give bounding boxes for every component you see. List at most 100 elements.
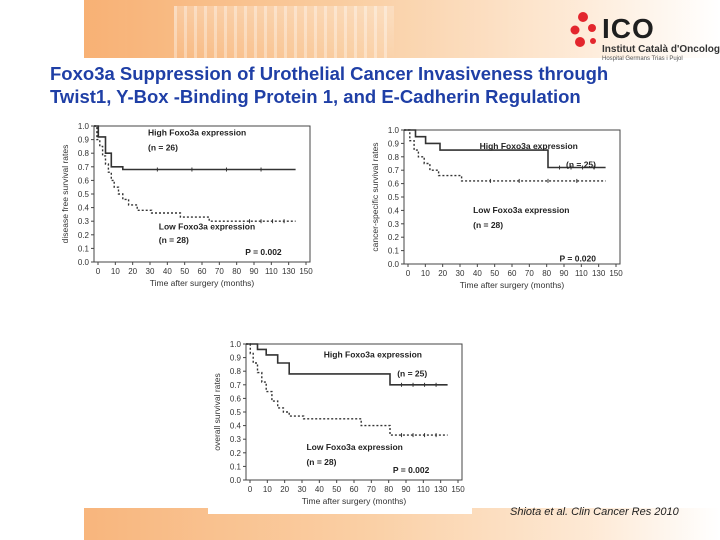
high-series-n: (n = 26) xyxy=(148,142,178,152)
y-tick-label: 0.0 xyxy=(230,476,242,485)
low-series-n: (n = 28) xyxy=(473,220,503,230)
y-axis-label: overall survival rates xyxy=(212,373,222,450)
y-tick-label: 1.0 xyxy=(230,340,242,349)
y-tick-label: 0.5 xyxy=(388,193,400,202)
x-tick-label: 110 xyxy=(417,485,430,494)
y-tick-label: 0.6 xyxy=(388,180,400,189)
high-series-label: High Foxo3a expression xyxy=(324,350,422,360)
x-tick-label: 80 xyxy=(384,485,393,494)
x-tick-label: 70 xyxy=(215,267,224,276)
x-tick-label: 110 xyxy=(265,267,278,276)
low-series-label: Low Foxo3a expression xyxy=(159,221,255,231)
x-tick-label: 80 xyxy=(542,269,551,278)
chart-disease-free-survival: 0.0 0.1 0.2 0.3 0.4 0.5 0.6 0.7 0.8 0.9 1.0 0 10 20 30… xyxy=(56,116,320,302)
y-tick-label: 0.3 xyxy=(78,217,90,226)
y-tick-label: 0.2 xyxy=(230,449,242,458)
y-tick-label: 0.5 xyxy=(78,190,90,199)
x-tick-label: 150 xyxy=(299,267,313,276)
x-tick-label: 60 xyxy=(350,485,359,494)
chart-overall-survival: 0.0 0.1 0.2 0.3 0.4 0.5 0.6 0.7 0.8 0.9 1.0 0 10 20 30… xyxy=(208,332,472,514)
y-tick-label: 0.7 xyxy=(78,163,90,172)
km-plot-svg: 0.0 0.1 0.2 0.3 0.4 0.5 0.6 0.7 0.8 0.9 1.0 0 10 20 30… xyxy=(212,340,465,506)
y-tick-label: 0.9 xyxy=(388,139,400,148)
x-tick-label: 10 xyxy=(263,485,272,494)
slide-title-line1: Foxo3a Suppression of Urothelial Cancer … xyxy=(50,63,609,84)
y-tick-label: 0.2 xyxy=(388,233,400,242)
high-expression-curve xyxy=(404,129,606,169)
x-tick-label: 50 xyxy=(490,269,499,278)
high-series-label: High Foxo3a expression xyxy=(480,141,578,151)
x-tick-label: 20 xyxy=(438,269,447,278)
x-tick-label: 70 xyxy=(525,269,534,278)
x-tick-label: 130 xyxy=(592,269,606,278)
x-tick-label: 90 xyxy=(250,267,259,276)
y-tick-label: 0.4 xyxy=(78,204,90,213)
low-series-label: Low Foxo3a expression xyxy=(306,442,402,452)
y-tick-label: 0.3 xyxy=(388,220,400,229)
y-tick-label: 0.6 xyxy=(78,176,90,185)
y-axis-label: disease free survival rates xyxy=(60,145,70,244)
km-plot-svg: 0.0 0.1 0.2 0.3 0.4 0.5 0.6 0.7 0.8 0.9 1.0 0 10 20 30… xyxy=(370,126,623,290)
x-tick-label: 150 xyxy=(451,485,465,494)
y-tick-label: 0.0 xyxy=(78,258,90,267)
y-tick-label: 0.0 xyxy=(388,260,400,269)
x-tick-label: 20 xyxy=(280,485,289,494)
y-tick-label: 1.0 xyxy=(78,122,90,131)
y-tick-label: 0.6 xyxy=(230,394,242,403)
km-plot-svg: 0.0 0.1 0.2 0.3 0.4 0.5 0.6 0.7 0.8 0.9 1.0 0 10 20 30… xyxy=(60,122,313,288)
ico-logo-mark-icon xyxy=(570,12,596,47)
x-tick-label: 110 xyxy=(575,269,588,278)
low-series-n: (n = 28) xyxy=(159,235,189,245)
slide-title-line2: Twist1, Y-Box -Binding Protein 1, and E-… xyxy=(50,86,581,107)
y-tick-label: 0.4 xyxy=(388,206,400,215)
y-tick-label: 0.5 xyxy=(230,408,242,417)
high-expression-curve xyxy=(94,125,296,171)
high-series-label: High Foxo3a expression xyxy=(148,128,246,138)
low-series-n: (n = 28) xyxy=(306,457,336,467)
slide-title: Foxo3a Suppression of Urothelial Cancer … xyxy=(50,62,670,108)
x-tick-label: 40 xyxy=(473,269,482,278)
y-tick-label: 0.4 xyxy=(230,422,242,431)
x-tick-label: 90 xyxy=(402,485,411,494)
y-tick-label: 1.0 xyxy=(388,126,400,135)
y-tick-label: 0.1 xyxy=(230,462,242,471)
x-tick-label: 20 xyxy=(128,267,137,276)
y-tick-label: 0.1 xyxy=(388,247,400,256)
low-expression-curve xyxy=(404,129,606,182)
x-tick-label: 30 xyxy=(456,269,465,278)
ico-logo: ICO Institut Català d'Oncologia Hospital… xyxy=(566,10,720,62)
low-series-label: Low Foxo3a expression xyxy=(473,205,569,215)
x-tick-label: 130 xyxy=(282,267,296,276)
high-expression-curve xyxy=(246,343,448,386)
high-series-n: (n = 25) xyxy=(566,160,596,170)
x-tick-label: 80 xyxy=(232,267,241,276)
building-photo xyxy=(174,6,394,58)
x-tick-label: 70 xyxy=(367,485,376,494)
x-tick-label: 130 xyxy=(434,485,448,494)
x-tick-label: 0 xyxy=(96,267,101,276)
logo-subtitle: Institut Català d'Oncologia xyxy=(602,44,720,55)
x-tick-label: 0 xyxy=(248,485,253,494)
x-tick-label: 60 xyxy=(198,267,207,276)
y-tick-label: 0.1 xyxy=(78,244,90,253)
x-tick-label: 40 xyxy=(315,485,324,494)
y-tick-label: 0.9 xyxy=(78,136,90,145)
x-axis-label: Time after surgery (months) xyxy=(460,280,565,290)
p-value-label: P = 0.002 xyxy=(393,465,430,475)
y-tick-label: 0.7 xyxy=(230,381,242,390)
y-axis-label: cancer-specific survival rates xyxy=(370,142,380,251)
p-value-label: P = 0.020 xyxy=(560,253,597,263)
y-tick-label: 0.8 xyxy=(388,153,400,162)
citation: Shiota et al. Clin Cancer Res 2010 xyxy=(510,506,679,518)
x-tick-label: 30 xyxy=(298,485,307,494)
x-tick-label: 0 xyxy=(406,269,411,278)
low-expression-curve xyxy=(94,125,296,222)
high-series-n: (n = 25) xyxy=(397,369,427,379)
x-tick-label: 50 xyxy=(180,267,189,276)
x-tick-label: 30 xyxy=(146,267,155,276)
logo-hospital: Hospital Germans Trias i Pujol xyxy=(602,56,683,62)
x-tick-label: 40 xyxy=(163,267,172,276)
y-tick-label: 0.8 xyxy=(78,149,90,158)
p-value-label: P = 0.002 xyxy=(245,247,282,257)
plot-frame xyxy=(93,125,311,263)
